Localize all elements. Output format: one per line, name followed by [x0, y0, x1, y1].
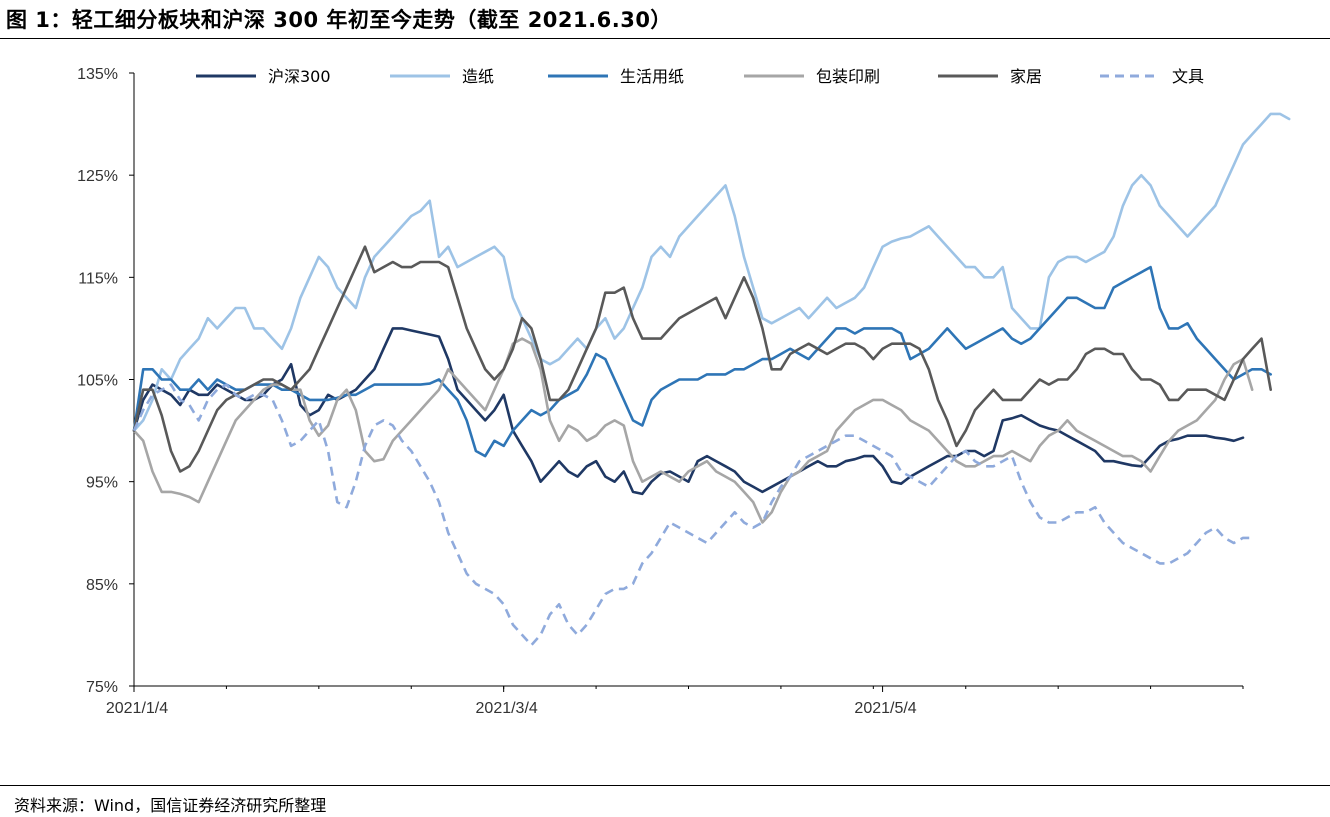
y-axis-ticks: 75% 85% 95% 105% 115% 125% 135% — [77, 66, 134, 696]
source-note: 资料来源：Wind，国信证券经济研究所整理 — [14, 796, 327, 815]
series-line-生活用纸 — [132, 265, 1272, 458]
y-tick-label: 135% — [77, 66, 118, 83]
x-tick-label: 2021/1/4 — [106, 700, 168, 717]
y-tick-label: 75% — [86, 679, 118, 696]
line-chart: 75% 85% 95% 105% 115% 125% 135% 2021/1/4 2021/3… — [77, 66, 1291, 717]
series-line-包装印刷 — [132, 337, 1254, 524]
legend-label: 造纸 — [462, 67, 494, 86]
legend-label: 包装印刷 — [816, 67, 880, 86]
legend: 沪深300 造纸 生活用纸 包装印刷 家居 文具 — [196, 67, 1204, 86]
title-rule — [0, 38, 1330, 39]
legend-label: 文具 — [1172, 67, 1204, 86]
y-tick-label: 125% — [77, 168, 118, 185]
y-tick-label: 115% — [78, 270, 118, 287]
legend-label: 家居 — [1010, 67, 1042, 86]
footer-rule — [0, 785, 1330, 786]
series-line-文具 — [132, 383, 1253, 647]
legend-label: 沪深300 — [268, 67, 331, 86]
x-tick-label: 2021/5/4 — [854, 700, 916, 717]
series-line-沪深300 — [132, 327, 1245, 496]
y-tick-label: 95% — [86, 475, 118, 492]
series-lines — [132, 112, 1291, 647]
figure-title: 图 1：轻工细分板块和沪深 300 年初至今走势（截至 2021.6.30） — [6, 8, 672, 32]
series-line-家居 — [132, 245, 1272, 473]
legend-label: 生活用纸 — [620, 67, 684, 86]
x-tick-label: 2021/3/4 — [476, 700, 538, 717]
x-axis-ticks: 2021/1/4 2021/3/4 2021/5/4 — [106, 686, 1244, 717]
y-tick-label: 85% — [86, 577, 118, 594]
y-tick-label: 105% — [77, 373, 118, 390]
series-line-造纸 — [132, 112, 1291, 432]
